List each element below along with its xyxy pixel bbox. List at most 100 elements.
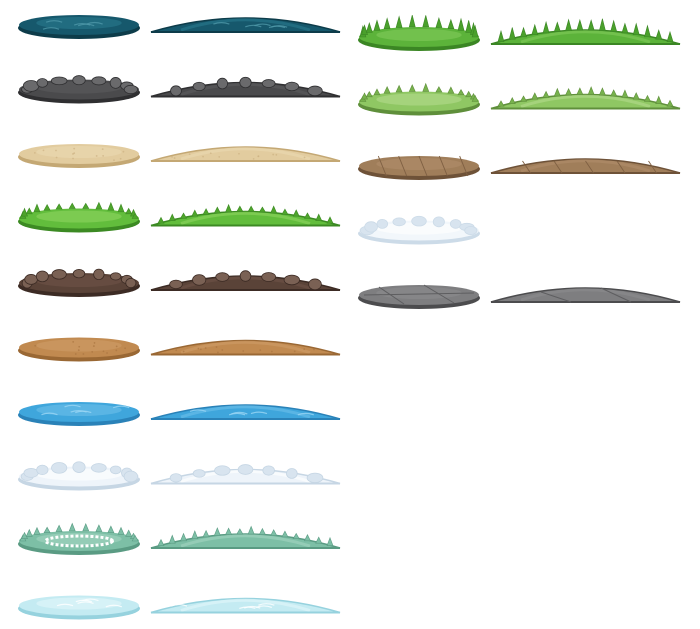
rock-mark	[24, 274, 38, 285]
speckle-mark	[55, 149, 57, 152]
snowball-mark	[214, 465, 231, 476]
snowball-mark	[306, 472, 324, 483]
grass-tuft-mark	[395, 15, 403, 28]
grass-tuft-mark	[125, 529, 133, 537]
rock-mark	[261, 79, 276, 88]
side-highlight	[180, 211, 311, 225]
rock-mark	[215, 272, 230, 282]
plank-line-mark	[418, 155, 428, 177]
tile-ice	[18, 595, 341, 620]
frost-ring-mark	[43, 534, 115, 548]
speckle-mark	[171, 155, 173, 158]
snowball-mark	[262, 465, 275, 476]
tile-disk-stone-slab	[358, 284, 480, 309]
plank-line-mark	[459, 155, 469, 177]
speckle-mark	[303, 156, 306, 159]
side-highlight	[180, 598, 311, 612]
grass-tuft-mark	[395, 84, 403, 93]
plank-line-mark	[398, 155, 408, 177]
snowball-mark	[237, 464, 254, 475]
tile-side-ice	[150, 597, 341, 614]
speckle-mark	[303, 348, 306, 350]
snowball-mark	[449, 219, 462, 229]
snowball-mark	[51, 462, 68, 474]
ripple-mark	[64, 404, 81, 408]
ripple-mark	[77, 601, 94, 604]
grass-tuft-mark	[531, 23, 539, 35]
disk-highlight	[376, 157, 462, 171]
tile-side-snow	[150, 464, 341, 485]
tile-olive-grass	[358, 82, 681, 116]
tile-side-dark-dirt	[150, 270, 341, 291]
ripple-mark	[170, 603, 188, 607]
speckle-mark	[257, 155, 260, 158]
speckle-mark	[82, 353, 85, 355]
grass-tuft-mark	[422, 82, 430, 92]
ripple-mark	[73, 22, 91, 26]
speckle-mark	[218, 155, 221, 158]
rock-mark	[93, 268, 105, 281]
tile-frosty-grass	[18, 522, 341, 555]
rock-mark	[284, 81, 300, 92]
speckle-mark	[106, 352, 108, 354]
speckle-mark	[293, 350, 296, 353]
grass-tuft-mark	[531, 92, 539, 100]
side-mound	[150, 17, 341, 33]
speckle-mark	[272, 153, 275, 156]
tile-side-sand	[150, 146, 341, 162]
grass-tuft-mark	[270, 529, 278, 536]
grass-tuft-mark	[553, 21, 561, 32]
side-mound	[150, 146, 341, 162]
speckle-mark	[221, 349, 224, 351]
grass-tuft-mark	[180, 532, 187, 542]
speckle-mark	[209, 152, 212, 155]
grass-tuft-mark	[168, 534, 176, 544]
grass-tuft-mark	[644, 24, 651, 38]
tile-side-olive-grass	[490, 86, 681, 110]
disk-highlight	[36, 145, 122, 159]
rock-mark	[72, 75, 86, 86]
rock-mark	[239, 76, 252, 89]
grass-tuft-mark	[465, 20, 473, 33]
snowball-mark	[36, 464, 49, 476]
rock-mark	[169, 279, 183, 290]
grass-tuft-mark	[107, 201, 115, 211]
speckle-mark	[124, 347, 127, 350]
grass-tuft-mark	[655, 29, 663, 40]
snowball-mark	[464, 226, 478, 235]
grass-tuft-mark	[125, 207, 133, 215]
tile-disk-ice	[18, 595, 140, 620]
speckle-mark	[92, 345, 95, 347]
disk-highlight	[376, 28, 462, 42]
grass-tuft-mark	[107, 525, 115, 533]
rock-mark	[72, 269, 86, 279]
speckle-mark	[270, 350, 273, 353]
grass-tuft-mark	[213, 527, 221, 536]
tile-disk-tall-grass	[358, 14, 480, 51]
tile-side-grass	[150, 203, 341, 227]
rock-mark	[192, 274, 207, 286]
grass-tuft-mark	[247, 525, 255, 535]
ripple-mark	[258, 603, 275, 606]
grass-tuft-mark	[599, 18, 606, 31]
snowball-mark	[432, 216, 445, 228]
speckle-mark	[72, 157, 74, 160]
tile-disk-sand	[18, 144, 140, 168]
grass-tuft-mark	[457, 17, 465, 31]
grass-tuft-mark	[281, 530, 289, 538]
side-mound	[150, 404, 341, 420]
tile-snow-rim	[358, 215, 480, 245]
rock-mark	[50, 76, 68, 86]
grass-tuft-mark	[68, 522, 76, 532]
grass-tuft-mark	[82, 202, 90, 209]
snowball-mark	[110, 465, 122, 475]
grass-tuft-mark	[632, 92, 640, 100]
grass-tuft-mark	[598, 87, 606, 96]
speckle-mark	[77, 349, 80, 352]
disk-highlight	[36, 403, 122, 417]
speckle-mark	[183, 152, 186, 154]
grass-tuft-mark	[33, 203, 41, 213]
grass-tuft-mark	[131, 212, 139, 219]
speckle-mark	[42, 149, 45, 152]
